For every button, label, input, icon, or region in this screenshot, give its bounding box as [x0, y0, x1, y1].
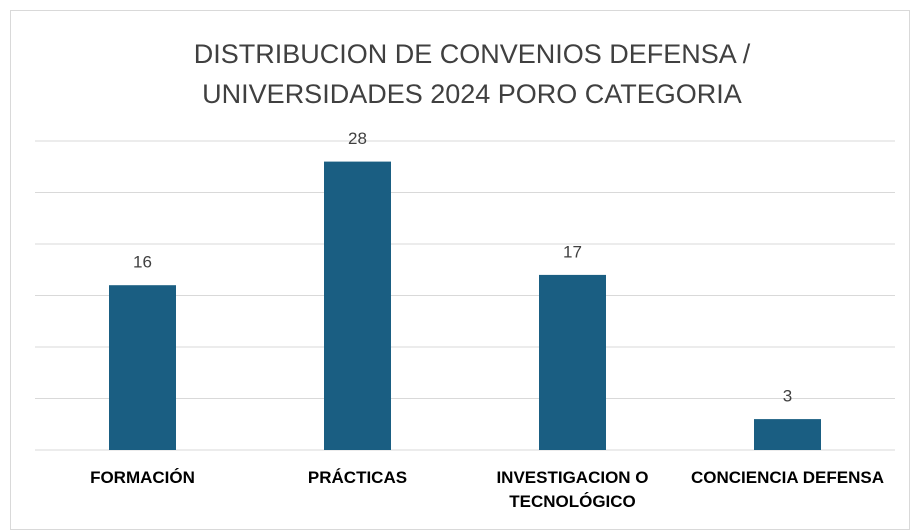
bar — [539, 274, 606, 450]
chart-frame — [10, 10, 910, 530]
x-tick-label: CONCIENCIA DEFENSA — [691, 468, 884, 487]
x-tick-label: FORMACIÓN — [90, 468, 195, 487]
chart-title: DISTRIBUCION DE CONVENIOS DEFENSA / UNIV… — [193, 39, 751, 109]
data-label: 17 — [563, 242, 582, 261]
data-label: 3 — [783, 387, 792, 406]
data-label: 16 — [133, 253, 152, 272]
data-label: 28 — [348, 129, 367, 148]
x-tick-label: INVESTIGACION O TECNOLÓGICO — [496, 468, 649, 511]
x-tick-label: PRÁCTICAS — [307, 468, 408, 487]
bar — [754, 419, 821, 450]
bar — [324, 161, 391, 450]
bar — [109, 285, 176, 450]
